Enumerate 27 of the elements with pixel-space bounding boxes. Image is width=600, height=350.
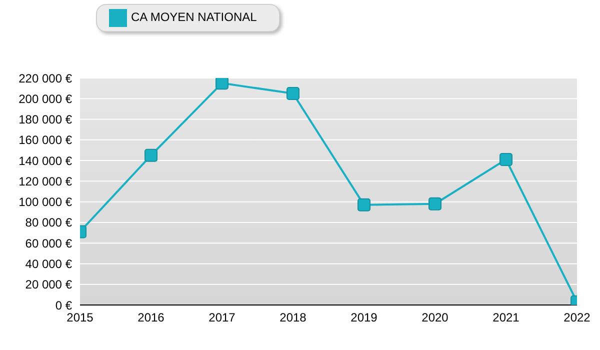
point — [428, 197, 442, 210]
y-tick-label: 80 000 € — [25, 216, 72, 230]
point — [286, 86, 300, 100]
y-tick-label: 140 000 € — [18, 154, 72, 168]
x-tick-label: 2015 — [66, 310, 94, 325]
point — [358, 198, 370, 212]
y-tick-label: 120 000 € — [18, 174, 72, 188]
y-tick-label: 0 € — [55, 298, 72, 312]
y-tick-label: 220 000 € — [18, 71, 72, 86]
y-tick-label: 180 000 € — [18, 112, 72, 127]
x-tick-label: 2016 — [138, 310, 165, 325]
y-tick-label: 100 000 € — [18, 195, 72, 210]
x-tick-label: 2021 — [492, 310, 520, 325]
point — [500, 153, 512, 166]
y-tick-label: 200 000 € — [18, 92, 72, 106]
y-tick-label: 60 000 € — [25, 236, 72, 250]
y-tick-label: 40 000 € — [25, 256, 72, 271]
x-tick-label: 2020 — [422, 310, 449, 325]
x-tick-label: 2019 — [350, 310, 378, 325]
x-tick-label: 2017 — [208, 310, 236, 325]
x-tick-label: 2022 — [564, 310, 591, 325]
point — [216, 78, 228, 90]
y-tick-label: 20 000 € — [25, 278, 72, 292]
point — [144, 148, 158, 162]
legend-label: CA MOYEN NATIONAL — [131, 10, 257, 24]
y-tick-label: 160 000 € — [18, 133, 72, 148]
x-tick-label: 2018 — [280, 310, 307, 325]
